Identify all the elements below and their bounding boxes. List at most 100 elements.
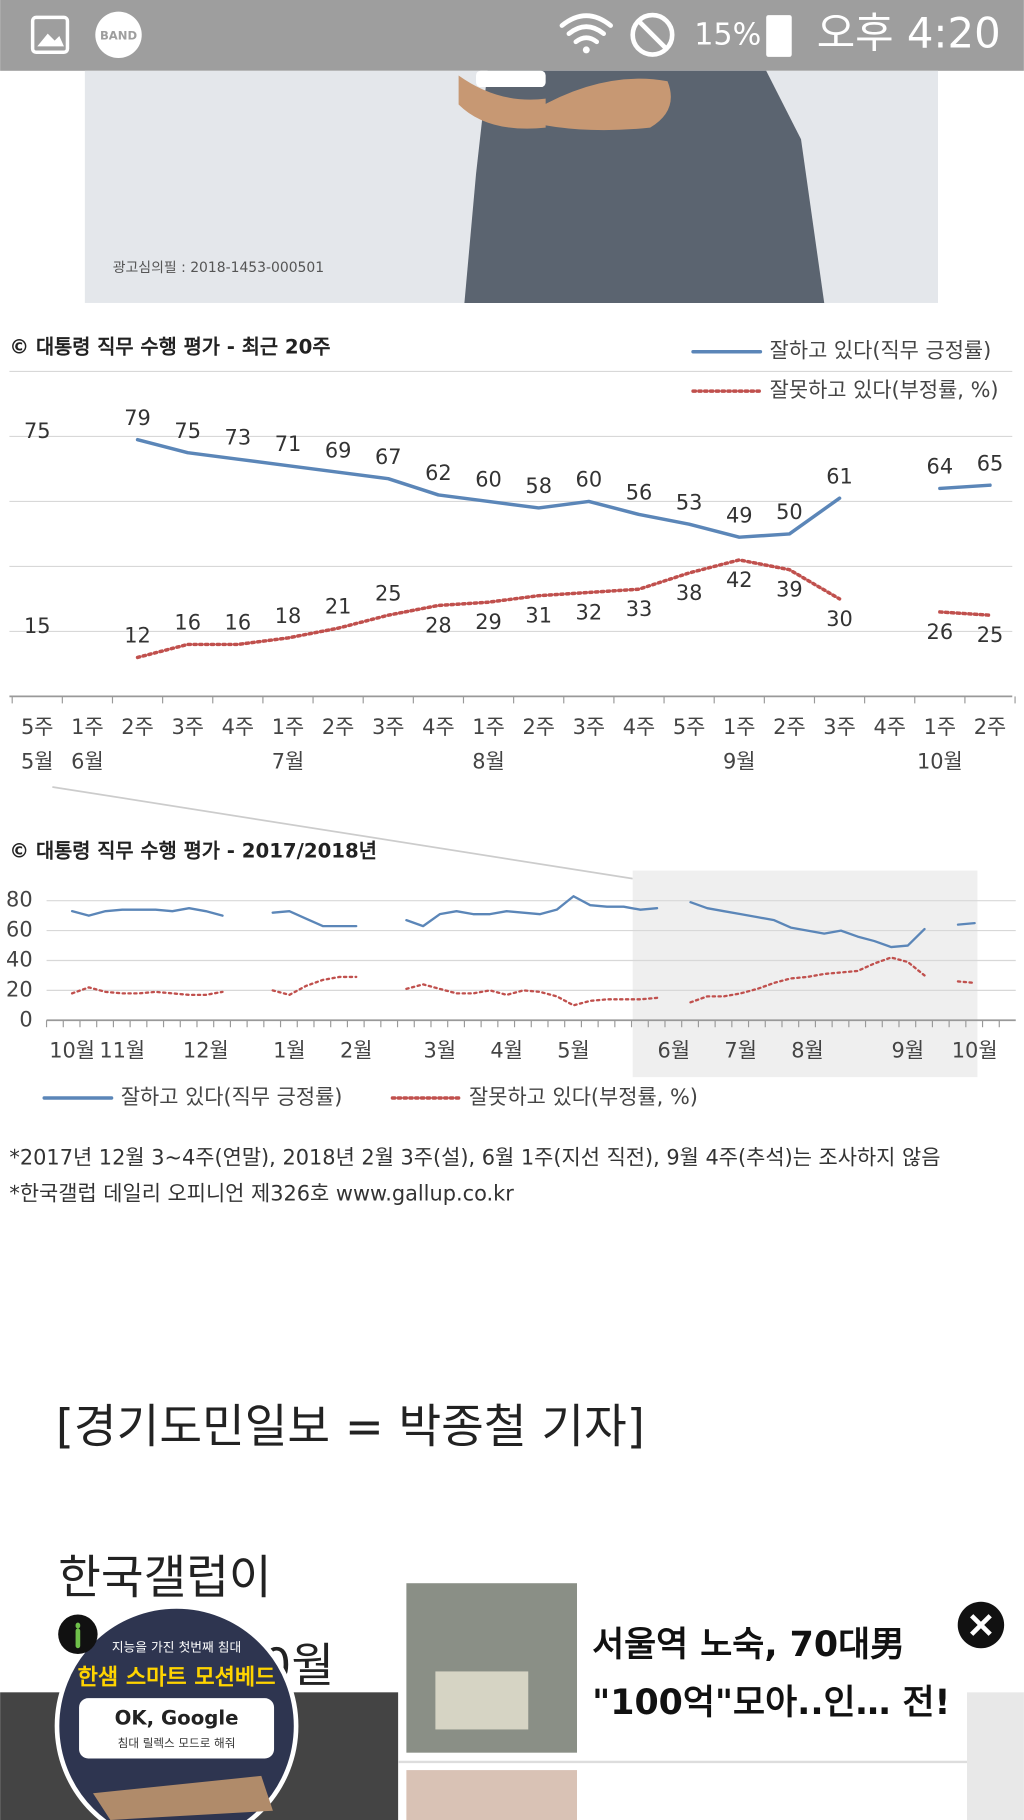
- data-label: 28: [425, 613, 452, 637]
- data-label: 26: [927, 620, 954, 644]
- data-label: 71: [275, 432, 302, 456]
- news-photo[interactable]: [406, 1770, 577, 1820]
- data-label: 25: [375, 581, 402, 605]
- legend-label: 잘못하고 있다(부정률, %): [770, 378, 999, 402]
- no-signal-slash: [636, 19, 669, 51]
- month-label: 10월: [952, 1039, 998, 1063]
- week-label: 4주: [873, 715, 906, 739]
- data-label: 38: [676, 581, 703, 605]
- popup-brand: 한샘 스마트 모션베드: [78, 1665, 276, 1690]
- month-label: 8월: [472, 750, 505, 774]
- popup-voice-title: OK, Google: [115, 1707, 239, 1730]
- series-line: [135, 437, 842, 539]
- data-label: 58: [525, 474, 552, 498]
- month-label: 6월: [658, 1039, 691, 1063]
- data-label: 75: [174, 419, 201, 443]
- series-line: [405, 895, 659, 928]
- month-label: 7월: [724, 1039, 757, 1063]
- week-label: 2주: [322, 715, 355, 739]
- week-label: 1주: [472, 715, 505, 739]
- series-line: [271, 910, 358, 928]
- week-label: 4주: [623, 715, 656, 739]
- series-line: [70, 907, 224, 917]
- data-label: 42: [726, 568, 753, 592]
- data-label: 32: [576, 600, 603, 624]
- data-label: 33: [626, 597, 653, 621]
- chart-title: © 대통령 직무 수행 평가 - 최근 20주: [9, 336, 330, 359]
- data-label: 67: [375, 445, 402, 469]
- week-label: 1주: [71, 715, 104, 739]
- data-label: 64: [927, 455, 954, 479]
- month-label: 5월: [557, 1039, 590, 1063]
- month-label: 10월: [49, 1039, 95, 1063]
- week-label: 2주: [522, 715, 555, 739]
- y-tick-label: 20: [6, 977, 33, 1001]
- week-label: 2주: [974, 715, 1007, 739]
- news-headline[interactable]: "100억"모아..인… 전!: [592, 1683, 950, 1723]
- battery-icon: [766, 15, 792, 57]
- series-line: [938, 483, 992, 491]
- data-label: 21: [325, 594, 352, 618]
- series-line: [689, 901, 926, 949]
- data-label: 75: [24, 419, 51, 443]
- data-label: 39: [776, 578, 803, 602]
- ad-hands: [458, 75, 671, 131]
- data-label: 16: [225, 611, 252, 635]
- data-label: 73: [225, 425, 252, 449]
- data-label: 15: [24, 614, 51, 638]
- month-label: 9월: [723, 750, 756, 774]
- footnote: *2017년 12월 3~4주(연말), 2018년 2월 3주(설), 6월 …: [9, 1145, 940, 1169]
- band-label: BAND: [100, 28, 138, 42]
- y-tick-label: 80: [6, 888, 33, 912]
- week-label: 1주: [723, 715, 756, 739]
- data-label: 60: [475, 468, 502, 492]
- ad-object: [476, 70, 546, 88]
- article-byline: [경기도민일보 = 박종철 기자]: [56, 1400, 645, 1454]
- data-label: 56: [626, 481, 653, 505]
- data-label: 61: [826, 464, 853, 488]
- y-tick-label: 0: [19, 1007, 32, 1031]
- battery-percent: 15%: [694, 17, 761, 52]
- y-tick-label: 60: [6, 918, 33, 942]
- chart-title: © 대통령 직무 수행 평가 - 2017/2018년: [9, 839, 376, 862]
- month-label: 1월: [273, 1039, 306, 1063]
- news-headline[interactable]: 서울역 노숙, 70대男: [592, 1625, 905, 1665]
- data-label: 50: [776, 500, 803, 524]
- series-line: [956, 980, 976, 985]
- week-label: 3주: [823, 715, 856, 739]
- month-label: 12월: [183, 1039, 229, 1063]
- month-label: 11월: [99, 1039, 145, 1063]
- data-label: 60: [576, 468, 603, 492]
- series-line: [938, 610, 992, 617]
- week-label: 2주: [121, 715, 153, 739]
- data-label: 29: [475, 610, 502, 634]
- popup-voice-box: [79, 1698, 275, 1759]
- week-label: 4주: [422, 715, 455, 739]
- month-label: 7월: [272, 750, 305, 774]
- data-label: 49: [726, 503, 753, 527]
- article-text: 한국갤럽이: [58, 1550, 271, 1604]
- month-label: 6월: [71, 750, 104, 774]
- footnote: *한국갤럽 데일리 오피니언 제326호 www.gallup.co.kr: [9, 1181, 514, 1205]
- month-label: 9월: [892, 1039, 925, 1063]
- month-label: 3월: [424, 1039, 457, 1063]
- week-label: 3주: [171, 715, 204, 739]
- week-label: 5주: [673, 715, 706, 739]
- week-label: 5주: [21, 715, 54, 739]
- legend-label: 잘못하고 있다(부정률, %): [469, 1085, 698, 1109]
- recent-highlight: [632, 870, 978, 1078]
- status-bar: [0, 0, 1024, 71]
- news-photo-detail: [435, 1671, 529, 1730]
- week-label: 3주: [372, 715, 405, 739]
- popup-voice-sub: 침대 릴렉스 모드로 해줘: [118, 1736, 236, 1750]
- month-label: 5월: [21, 750, 54, 774]
- data-label: 79: [124, 406, 151, 430]
- series-line: [135, 558, 842, 660]
- no-signal-icon: [630, 12, 675, 57]
- month-label: 2월: [340, 1039, 373, 1063]
- data-label: 25: [977, 623, 1004, 647]
- wifi-icon: [559, 13, 613, 45]
